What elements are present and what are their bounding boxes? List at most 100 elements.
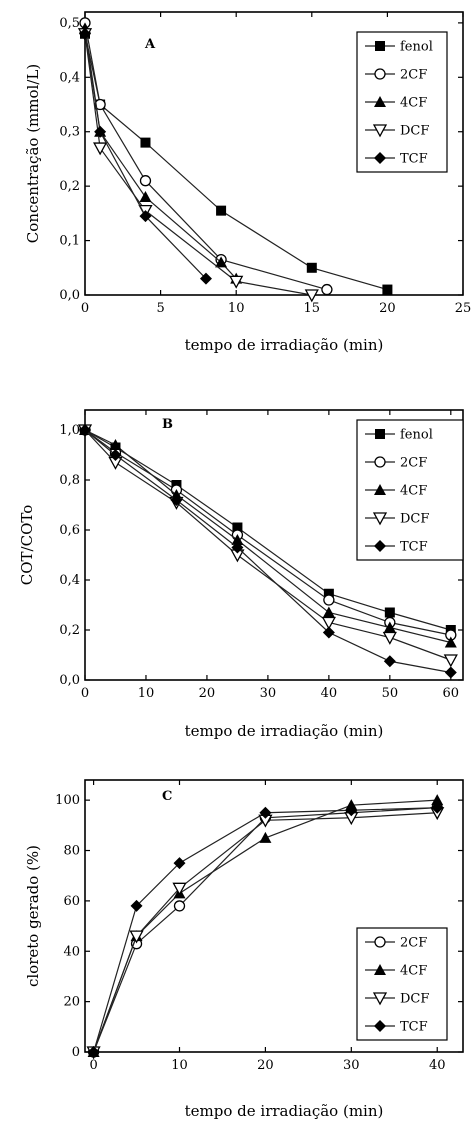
x-tick-label: 25 [455, 301, 472, 316]
legend-marker [375, 429, 385, 439]
x-tick-label: 10 [171, 1058, 188, 1073]
x-tick-label: 10 [138, 686, 155, 701]
series-fenol-point [384, 607, 395, 618]
series-2cf-point [139, 175, 152, 187]
panel-label: B [162, 417, 173, 432]
y-tick-label: 40 [63, 944, 80, 959]
x-tick-label: 0 [81, 301, 89, 316]
legend-marker [374, 1020, 386, 1032]
legend-label: 2CF [400, 68, 427, 83]
series-tcf-line [84, 33, 207, 280]
legend-label: fenol [400, 40, 433, 55]
x-tick-label: 20 [199, 686, 216, 701]
legend-marker [374, 68, 386, 80]
y-tick-label: 0,2 [59, 623, 80, 638]
series-dcf-point [304, 289, 319, 303]
legend-marker [375, 41, 385, 51]
series-tcf-point [139, 210, 152, 223]
series-fenol-point [140, 137, 151, 148]
legend-marker [374, 540, 386, 552]
x-tick-label: 30 [343, 1058, 360, 1073]
x-tick-label: 5 [156, 301, 164, 316]
series-2cf-point [94, 98, 106, 111]
y-tick-label: 100 [55, 793, 80, 808]
series-fenol [80, 28, 393, 295]
y-tick-label: 0,5 [59, 16, 80, 31]
plot-frame [84, 11, 464, 296]
series-dcf-point [321, 616, 336, 630]
y-axis-label: cloreto gerado (%) [24, 845, 42, 987]
y-tick-label: 0,2 [59, 179, 80, 194]
x-tick-label: 50 [382, 686, 399, 701]
y-tick-label: 1,0 [59, 423, 80, 438]
legend-label: TCF [400, 1020, 428, 1035]
panel-b: 0 10 20 30 40 50 60 0,0 0,2 0,4 0,6 0,8 1,0 tempo de … [18, 409, 464, 740]
legend-marker [374, 152, 386, 164]
series-tcf-point [170, 494, 183, 506]
x-axis-label: tempo de irradiação (min) [185, 336, 384, 354]
x-axis-label: tempo de irradiação (min) [185, 1102, 384, 1120]
series-2cf-point [323, 594, 335, 606]
series-dcf-point [382, 631, 397, 645]
legend: 2CF 4CF DCF TCF [356, 927, 448, 1041]
series-dcf-point [93, 142, 108, 156]
y-tick-label: 0 [72, 1045, 80, 1060]
legend-label: 2CF [400, 456, 427, 471]
legend: fenol 2CF 4CF DCF TCF [356, 31, 448, 173]
series-fenol-line [84, 33, 388, 291]
y-tick-label: 0,0 [59, 673, 80, 688]
y-tick-label: 0,0 [59, 288, 80, 303]
y-tick-label: 0,4 [59, 70, 80, 85]
series-tcf-point [383, 655, 396, 668]
legend-marker [372, 124, 388, 138]
series-tcf-point [199, 272, 212, 285]
plot-frame [84, 779, 464, 1053]
series-tcf-point [431, 801, 444, 814]
series-fenol-point [216, 205, 227, 216]
legend-label: 4CF [400, 484, 427, 499]
legend-label: DCF [400, 512, 429, 527]
x-tick-label: 30 [260, 686, 277, 701]
y-tick-label: 80 [63, 844, 80, 859]
series-dcf-line [84, 33, 312, 296]
legend-label: TCF [400, 152, 428, 167]
series-tcf-point [79, 424, 91, 436]
legend-marker [374, 936, 386, 948]
x-tick-label: 20 [257, 1058, 274, 1073]
legend-marker [374, 456, 386, 468]
series-tcf-point [322, 626, 335, 639]
series-tcf-point [345, 804, 358, 817]
legend-marker [372, 992, 388, 1006]
legend-label: 2CF [400, 936, 427, 951]
x-tick-label: 20 [379, 301, 396, 316]
series-4cf-line [84, 28, 237, 280]
y-tick-label: 0,8 [59, 473, 80, 488]
series-tcf-point [259, 806, 272, 819]
series-2cf-point [321, 283, 333, 296]
legend-label: DCF [400, 992, 429, 1007]
series-4cf-point [109, 439, 122, 450]
legend-marker [374, 96, 386, 107]
panel-c: 0 10 20 30 40 0 20 40 60 80 100 tempo de irradiação… [24, 779, 464, 1120]
legend-label: 4CF [400, 964, 427, 979]
series-tcf-line [93, 807, 438, 1053]
series-fenol-point [306, 262, 317, 273]
y-tick-label: 0,6 [59, 523, 80, 538]
series-fenol-point [232, 522, 243, 533]
legend-marker [374, 484, 386, 495]
panel-label: C [162, 789, 172, 804]
series-tcf-point [94, 125, 107, 138]
x-tick-label: 40 [429, 1058, 446, 1073]
series-dcf [77, 28, 319, 303]
series-4cf-point [383, 621, 396, 633]
y-tick-label: 60 [63, 894, 80, 909]
series-dcf-line [93, 812, 438, 1053]
y-tick-label: 20 [63, 995, 80, 1010]
y-axis-label: Concentração (mmol/L) [24, 64, 42, 243]
series-tcf-point [79, 27, 91, 40]
series-tcf-point [444, 666, 457, 679]
series-4cf-point [259, 831, 272, 843]
legend-label: 4CF [400, 96, 427, 111]
legend-label: TCF [400, 540, 428, 555]
